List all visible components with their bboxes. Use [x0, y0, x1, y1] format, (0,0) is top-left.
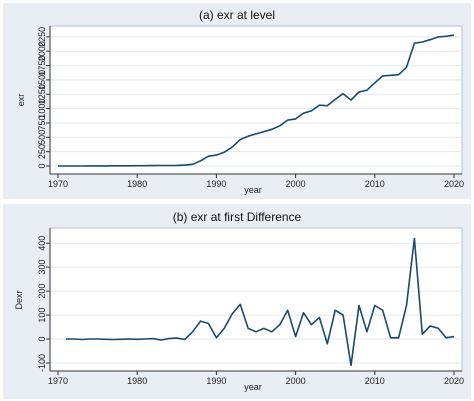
panel-b-series-line — [65, 237, 455, 367]
panel-a-ylabel: exr — [16, 94, 26, 107]
panel-a-xlabel: year — [244, 185, 262, 195]
panel-a-gridlines — [50, 36, 462, 167]
panel-b-xtick-label: 2020 — [444, 376, 464, 386]
panel-exr-first-difference: (b) exr at first Difference year Dexr -1… — [3, 204, 471, 399]
panel-a-series-line — [58, 34, 455, 167]
panel-b-plot-area — [49, 227, 463, 372]
panel-b-xtick-label: 1980 — [127, 376, 147, 386]
panel-b-ytick-label: 400 — [37, 236, 47, 251]
panel-b-ytick-label: -100 — [37, 354, 47, 372]
panel-b-ytick-label: 200 — [37, 284, 47, 299]
panel-exr-level: (a) exr at level year exr 0 2505007501000… — [3, 3, 471, 199]
panel-a-ytick-label: 1750 — [37, 56, 47, 76]
panel-a-xtick-label: 1970 — [48, 179, 68, 189]
panel-b-xtick-label: 2000 — [286, 376, 306, 386]
panel-a-xtick-label: 1990 — [206, 179, 226, 189]
panel-a-plot-area — [49, 25, 463, 175]
panel-a-ytick-label: 2000 — [37, 41, 47, 61]
panel-a-xtick-label: 1980 — [127, 179, 147, 189]
panel-b-xlabel: year — [244, 382, 262, 392]
panel-b-ytick-label: 100 — [37, 308, 47, 323]
panel-b-ylabel: Dexr — [14, 290, 24, 309]
panel-b-ytick-label: 0 — [37, 337, 47, 342]
panel-a-ytick-label: 1250 — [37, 84, 47, 104]
panel-a-ytick-label: 2250 — [37, 27, 47, 47]
panel-a-xtick-label: 2020 — [444, 179, 464, 189]
panel-a-ytick-label: 0 — [37, 163, 47, 168]
panel-a-xtick-label: 2010 — [365, 179, 385, 189]
panel-b-xtick-label: 2010 — [365, 376, 385, 386]
panel-b-ytick-label: 300 — [37, 260, 47, 275]
panel-a-ytick-label: 750 — [37, 115, 47, 130]
panel-b-axes: -100 0 100 200 300 400 1970 1980 1990 2000 2010 202… — [37, 228, 464, 386]
panel-b-title: (b) exr at first Difference — [173, 210, 302, 224]
panel-a-ytick-label: 1500 — [37, 70, 47, 90]
panel-b-xtick-label: 1990 — [206, 376, 226, 386]
panel-a-ytick-label: 1000 — [37, 99, 47, 119]
panel-a-ytick-label: 500 — [37, 130, 47, 145]
panel-a-xtick-label: 2000 — [286, 179, 306, 189]
panel-a-ytick-label: 250 — [37, 144, 47, 159]
panel-b-xtick-label: 1970 — [48, 376, 68, 386]
panel-a-title: (a) exr at level — [199, 8, 275, 22]
